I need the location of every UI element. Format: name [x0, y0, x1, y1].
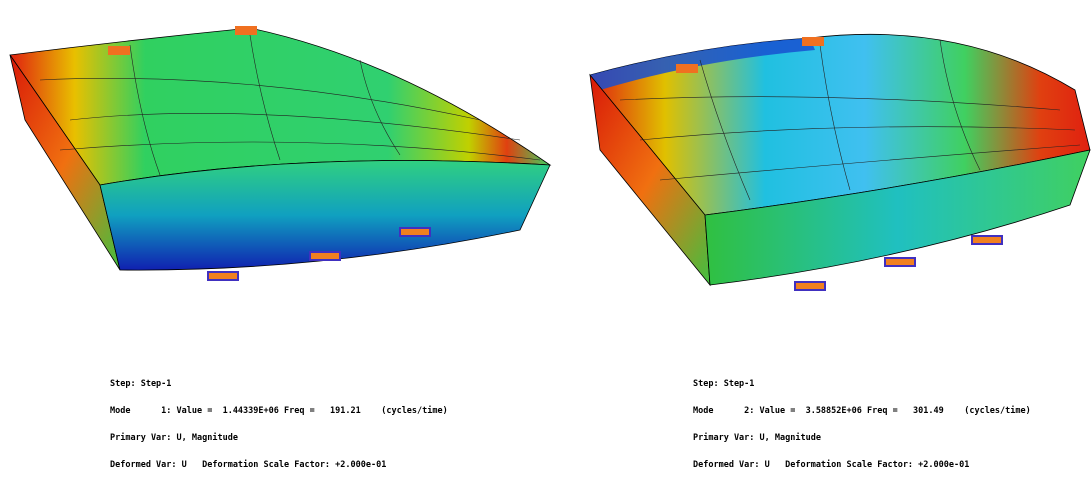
legend-line: Primary Var: U, Magnitude: [693, 433, 821, 443]
model-mode-2: [589, 33, 1091, 291]
front-face: [99, 160, 551, 271]
viewport-legend: Step: Step-1 Mode 1: Value = 1.44339E+06…: [110, 362, 448, 479]
legend-line: Deformed Var: U Deformation Scale Factor…: [110, 460, 387, 470]
mesh-lines: [39, 34, 541, 176]
legend-line: Step: Step-1: [693, 379, 755, 389]
support-foot: [794, 281, 826, 291]
model-mode-1: [9, 26, 552, 281]
legend-line: Mode 1: Value = 1.44339E+06 Freq = 191.2…: [110, 406, 448, 416]
support-foot: [971, 235, 1003, 245]
legend-line: Primary Var: U, Magnitude: [110, 433, 238, 443]
top-edge-band: [590, 38, 815, 90]
fixture-pad: [802, 37, 824, 46]
mesh-lines: [619, 39, 1081, 201]
legend-line: Deformed Var: U Deformation Scale Factor…: [693, 460, 970, 470]
viewport: [9, 26, 1091, 291]
legend-line: Mode 2: Value = 3.58852E+06 Freq = 301.4…: [693, 406, 1031, 416]
fixture-pad: [235, 26, 257, 35]
support-foot: [399, 227, 431, 237]
support-foot: [884, 257, 916, 267]
front-face: [704, 149, 1091, 286]
viewport-legend: Step: Step-1 Mode 2: Value = 3.58852E+06…: [693, 362, 1031, 479]
support-foot: [207, 271, 239, 281]
screen: Step: Step-1 Mode 1: Value = 1.44339E+06…: [9, 26, 1091, 470]
support-foot: [309, 251, 341, 261]
legend-line: Step: Step-1: [110, 379, 172, 389]
fixture-pad: [108, 46, 130, 55]
fixture-pad: [676, 64, 698, 73]
